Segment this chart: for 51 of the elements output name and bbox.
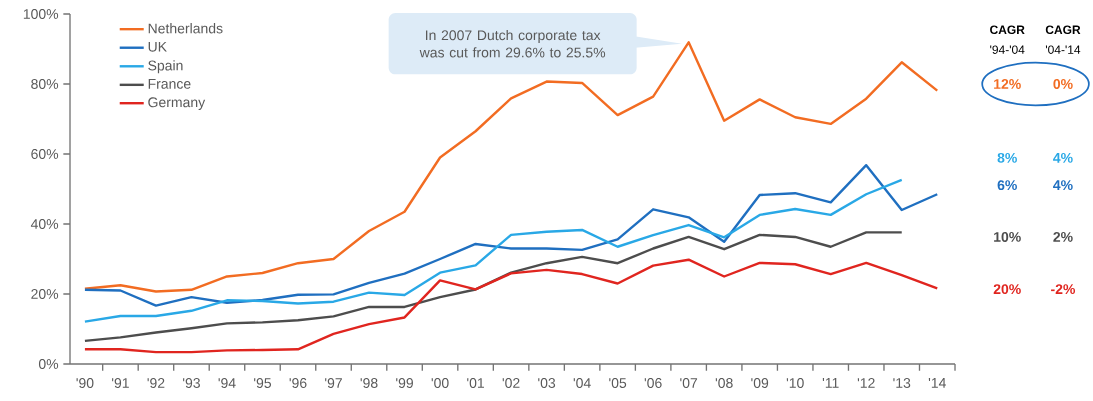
text: 20% [993,284,1021,295]
legend-label: Spain [148,60,183,74]
text: 4% [1053,180,1073,191]
x-tick-label: '14 [928,378,946,388]
text: 4% [1053,152,1073,163]
x-tick-label: '99 [396,378,413,388]
text: CAGR [1045,25,1081,35]
x-tick-label: '13 [893,378,911,388]
text: 8% [997,152,1017,163]
text: 0% [1053,79,1073,89]
x-tick-label: '95 [254,378,272,388]
y-tick-label: 80% [31,79,59,89]
x-tick-label: '05 [609,378,627,388]
text: CAGR [990,25,1025,35]
x-tick-label: '91 [112,378,129,388]
y-tick-label: 40% [30,219,59,229]
text: 10% [994,232,1021,242]
x-tick-label: '10 [786,378,804,388]
x-tick-label: '03 [538,378,556,388]
x-tick-label: '90 [76,378,94,388]
legend-label: Germany [148,97,206,110]
x-tick-label: '06 [644,378,662,388]
x-tick-label: '12 [857,378,875,388]
y-tick-label: 20% [31,289,59,299]
y-tick-label: 100% [23,9,59,19]
x-tick-label: '93 [183,378,200,388]
x-tick-label: '07 [680,378,698,388]
x-tick-label: '08 [715,378,733,388]
x-tick-label: '94 [218,378,236,388]
text: 12% [994,79,1021,89]
annotation: In 2007 Dutch corporate tax was cut from 29.6% to 25.5% [419,29,606,58]
text: '94-'04 [990,45,1025,54]
legend-label: UK [148,41,167,52]
x-tick-label: '98 [360,378,378,388]
x-tick-label: '96 [289,378,307,388]
x-tick-label: '11 [822,378,839,388]
text: '04-'14 [1045,45,1081,54]
y-tick-label: 0% [38,359,59,369]
text: 2% [1053,232,1073,242]
legend-label: Netherlands [148,23,223,34]
text: 6% [997,180,1017,191]
text: -2% [1051,284,1076,295]
x-tick-label: '02 [502,378,520,388]
x-tick-label: '01 [467,378,484,388]
x-tick-label: '92 [147,378,165,388]
y-tick-label: 60% [31,149,59,159]
x-tick-label: '00 [431,378,449,388]
legend-label: France [148,79,191,89]
x-tick-label: '97 [325,378,342,388]
x-tick-label: '09 [751,378,769,388]
x-tick-label: '04 [573,378,591,388]
